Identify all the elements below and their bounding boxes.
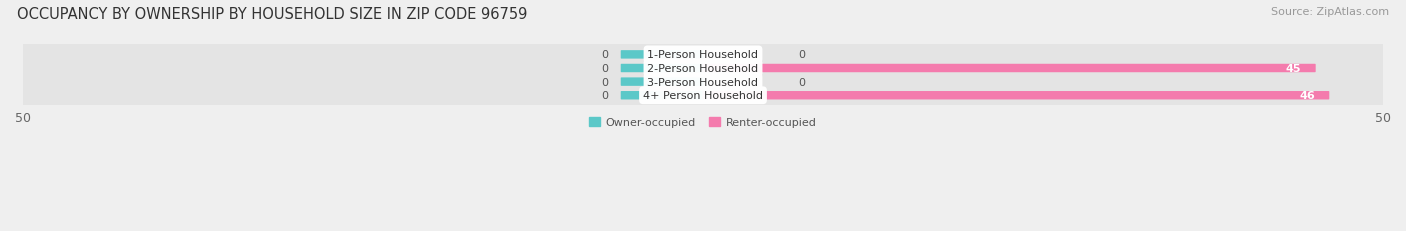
FancyBboxPatch shape (620, 64, 703, 73)
Text: 45: 45 (1286, 64, 1302, 74)
FancyBboxPatch shape (21, 82, 1385, 109)
Legend: Owner-occupied, Renter-occupied: Owner-occupied, Renter-occupied (585, 113, 821, 132)
Text: 0: 0 (600, 64, 607, 74)
Text: 1-Person Household: 1-Person Household (648, 50, 758, 60)
Text: 4+ Person Household: 4+ Person Household (643, 91, 763, 101)
FancyBboxPatch shape (21, 55, 1385, 82)
Text: 2-Person Household: 2-Person Household (647, 64, 759, 74)
Text: 0: 0 (600, 91, 607, 101)
FancyBboxPatch shape (620, 92, 703, 100)
FancyBboxPatch shape (620, 78, 703, 86)
Text: 0: 0 (799, 77, 806, 87)
FancyBboxPatch shape (703, 92, 1329, 100)
Text: OCCUPANCY BY OWNERSHIP BY HOUSEHOLD SIZE IN ZIP CODE 96759: OCCUPANCY BY OWNERSHIP BY HOUSEHOLD SIZE… (17, 7, 527, 22)
FancyBboxPatch shape (703, 64, 1316, 73)
FancyBboxPatch shape (21, 42, 1385, 68)
Text: 0: 0 (600, 77, 607, 87)
Text: 46: 46 (1299, 91, 1315, 101)
Text: 3-Person Household: 3-Person Household (648, 77, 758, 87)
FancyBboxPatch shape (21, 69, 1385, 96)
Text: Source: ZipAtlas.com: Source: ZipAtlas.com (1271, 7, 1389, 17)
FancyBboxPatch shape (620, 51, 703, 59)
Text: 0: 0 (799, 50, 806, 60)
Text: 0: 0 (600, 50, 607, 60)
